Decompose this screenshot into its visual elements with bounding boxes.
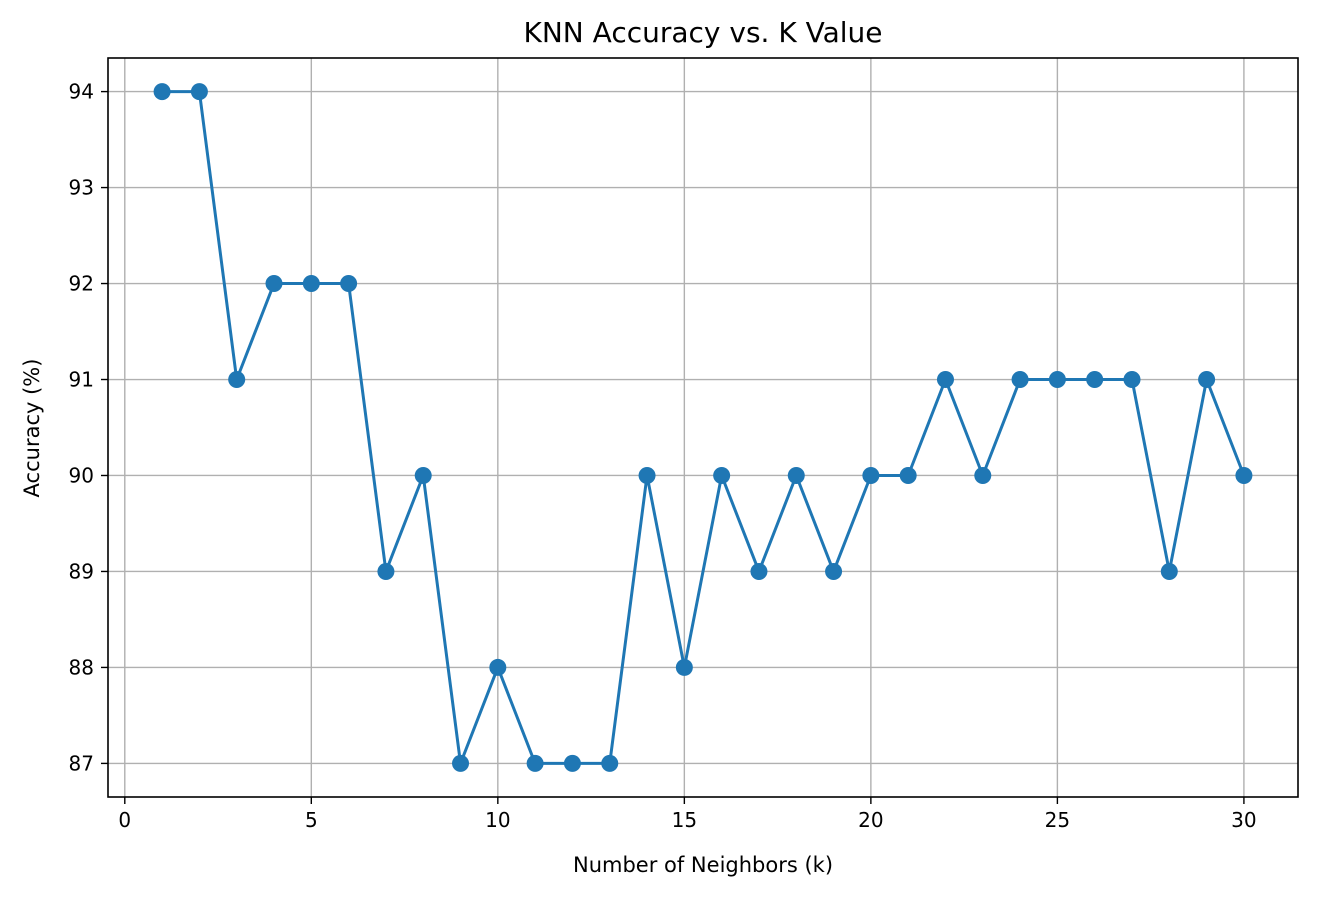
data-point [377, 562, 395, 580]
data-point [489, 658, 507, 676]
data-point [153, 83, 171, 101]
data-point [526, 754, 544, 772]
data-point [1123, 371, 1141, 389]
data-point [825, 562, 843, 580]
x-tick-label: 25 [1045, 808, 1070, 832]
data-point [1048, 371, 1066, 389]
y-tick-label: 88 [69, 655, 94, 679]
x-tick-label: 20 [858, 808, 883, 832]
y-tick-label: 90 [69, 463, 94, 487]
y-tick-label: 87 [69, 751, 94, 775]
data-point [265, 275, 283, 293]
data-point [936, 371, 954, 389]
data-point [414, 466, 432, 484]
data-point [190, 83, 208, 101]
x-tick-label: 10 [485, 808, 510, 832]
data-point [452, 754, 470, 772]
data-point [899, 466, 917, 484]
data-point [638, 466, 656, 484]
x-tick-label: 30 [1231, 808, 1256, 832]
data-point [1011, 371, 1029, 389]
grid-lines [108, 58, 1298, 797]
data-point [1160, 562, 1178, 580]
data-point [563, 754, 581, 772]
data-point [713, 466, 731, 484]
y-tick-label: 92 [69, 272, 94, 296]
data-point [601, 754, 619, 772]
data-point [1198, 371, 1216, 389]
data-point [302, 275, 320, 293]
y-tick-label: 89 [69, 559, 94, 583]
axis-ticks: 0 5 10 15 20 25 30 87 88 89 90 91 92 93 94 [69, 80, 1257, 832]
data-point [675, 658, 693, 676]
x-axis-label: Number of Neighbors (k) [573, 853, 833, 877]
data-point [750, 562, 768, 580]
data-point [787, 466, 805, 484]
y-tick-label: 91 [69, 368, 94, 392]
x-tick-label: 0 [118, 808, 131, 832]
x-tick-label: 5 [305, 808, 318, 832]
data-point [1086, 371, 1104, 389]
y-axis-label: Accuracy (%) [20, 359, 44, 498]
data-series [153, 83, 1253, 772]
series-line [162, 90, 1246, 765]
plot-frame [107, 57, 1299, 798]
y-tick-label: 94 [69, 80, 94, 104]
data-point [974, 466, 992, 484]
y-tick-label: 93 [69, 176, 94, 200]
data-point [340, 275, 358, 293]
data-point [1235, 466, 1253, 484]
chart-title: KNN Accuracy vs. K Value [524, 16, 883, 49]
data-point [228, 371, 246, 389]
data-point [862, 466, 880, 484]
x-tick-label: 15 [672, 808, 697, 832]
